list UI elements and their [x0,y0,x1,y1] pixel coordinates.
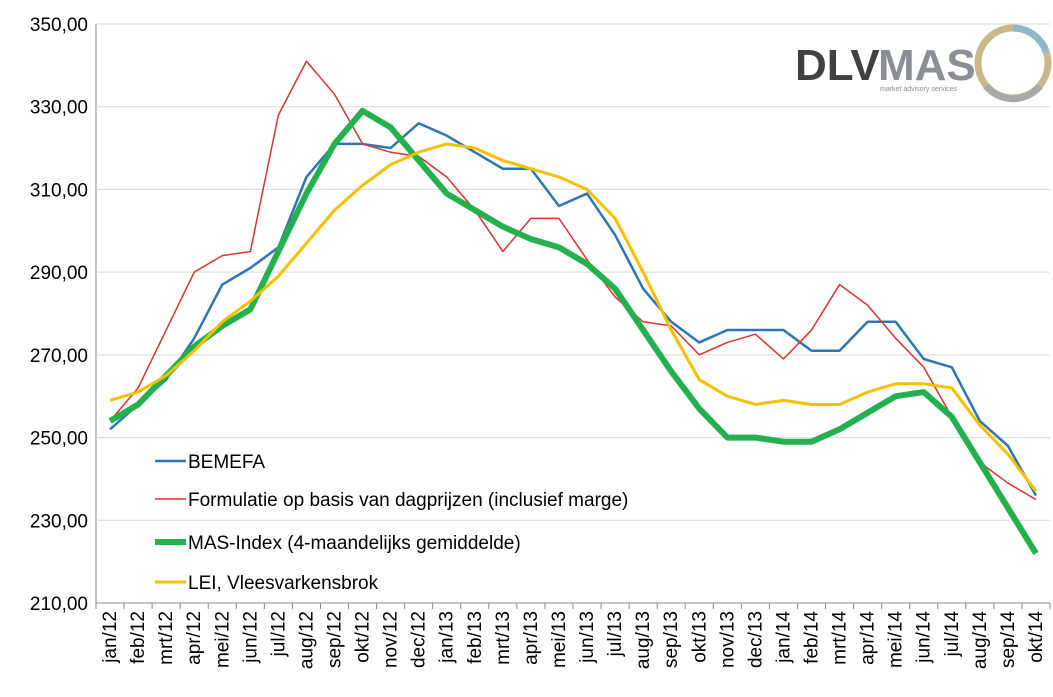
series-line [108,107,1039,555]
x-tick-label: mrt/12 [156,611,177,665]
x-tick-label: feb/13 [465,611,486,664]
x-tick-label: jan/14 [773,611,794,664]
x-tick-label: jul/14 [942,611,963,658]
y-tick-label: 330,00 [30,98,88,119]
x-tick-label: mrt/14 [830,611,851,665]
x-tick-label: dec/13 [745,611,766,668]
x-tick-label: jan/13 [437,611,458,664]
logo: DLV MAS market advisory services [795,24,1052,103]
x-tick-label: jul/13 [605,611,626,657]
x-tick-label: sep/14 [998,611,1019,668]
x-tick-label: sep/12 [325,611,346,668]
x-tick-label: jun/13 [577,611,598,664]
x-tick-label: aug/13 [633,611,654,669]
y-tick-label: 270,00 [30,346,88,367]
x-tick-label: okt/14 [1026,611,1047,663]
x-tick-label: okt/13 [689,611,710,663]
logo-text: DLV [795,41,880,90]
x-tick-label: feb/12 [128,611,149,664]
x-tick-label: sep/13 [661,611,682,668]
y-tick-label: 310,00 [30,180,88,201]
legend-label: LEI, Vleesvarkensbrok [188,573,379,594]
y-tick-label: 290,00 [30,263,88,284]
legend-label: Formulatie op basis van dagprijzen (incl… [188,490,628,511]
series-line [109,60,1037,501]
x-tick-label: jun/12 [240,611,261,664]
x-tick-label: dec/12 [409,611,430,668]
x-tick-label: nov/13 [717,611,738,668]
x-tick-label: jun/14 [914,611,935,664]
x-tick-label: mei/12 [212,611,233,668]
y-tick-label: 210,00 [30,594,88,615]
logo-subtitle: market advisory services [880,86,958,93]
x-tick-label: okt/12 [353,611,374,663]
x-tick-label: apr/12 [184,611,205,665]
logo-text: MAS [878,41,976,90]
x-tick-label: aug/12 [296,611,317,669]
x-tick-label: apr/13 [521,611,542,665]
y-tick-label: 250,00 [30,429,88,450]
y-tick-label: 350,00 [30,15,88,36]
x-tick-label: feb/14 [802,611,823,664]
x-tick-label: mrt/13 [493,611,514,665]
logo-arc [983,83,1043,103]
x-tick-label: mei/14 [886,611,907,668]
y-tick-label: 230,00 [30,511,88,532]
x-tick-label: jan/12 [100,611,121,664]
x-tick-label: jul/12 [268,611,289,657]
logo-arc [1012,24,1050,54]
x-tick-label: aug/14 [970,611,991,670]
legend-label: MAS-Index (4-maandelijks gemiddelde) [188,533,521,554]
series-line [109,142,1038,493]
x-tick-label: apr/14 [858,611,879,665]
x-tick-label: nov/12 [381,611,402,668]
x-tick-label: mei/13 [549,611,570,668]
legend-label: BEMEFA [188,452,265,473]
